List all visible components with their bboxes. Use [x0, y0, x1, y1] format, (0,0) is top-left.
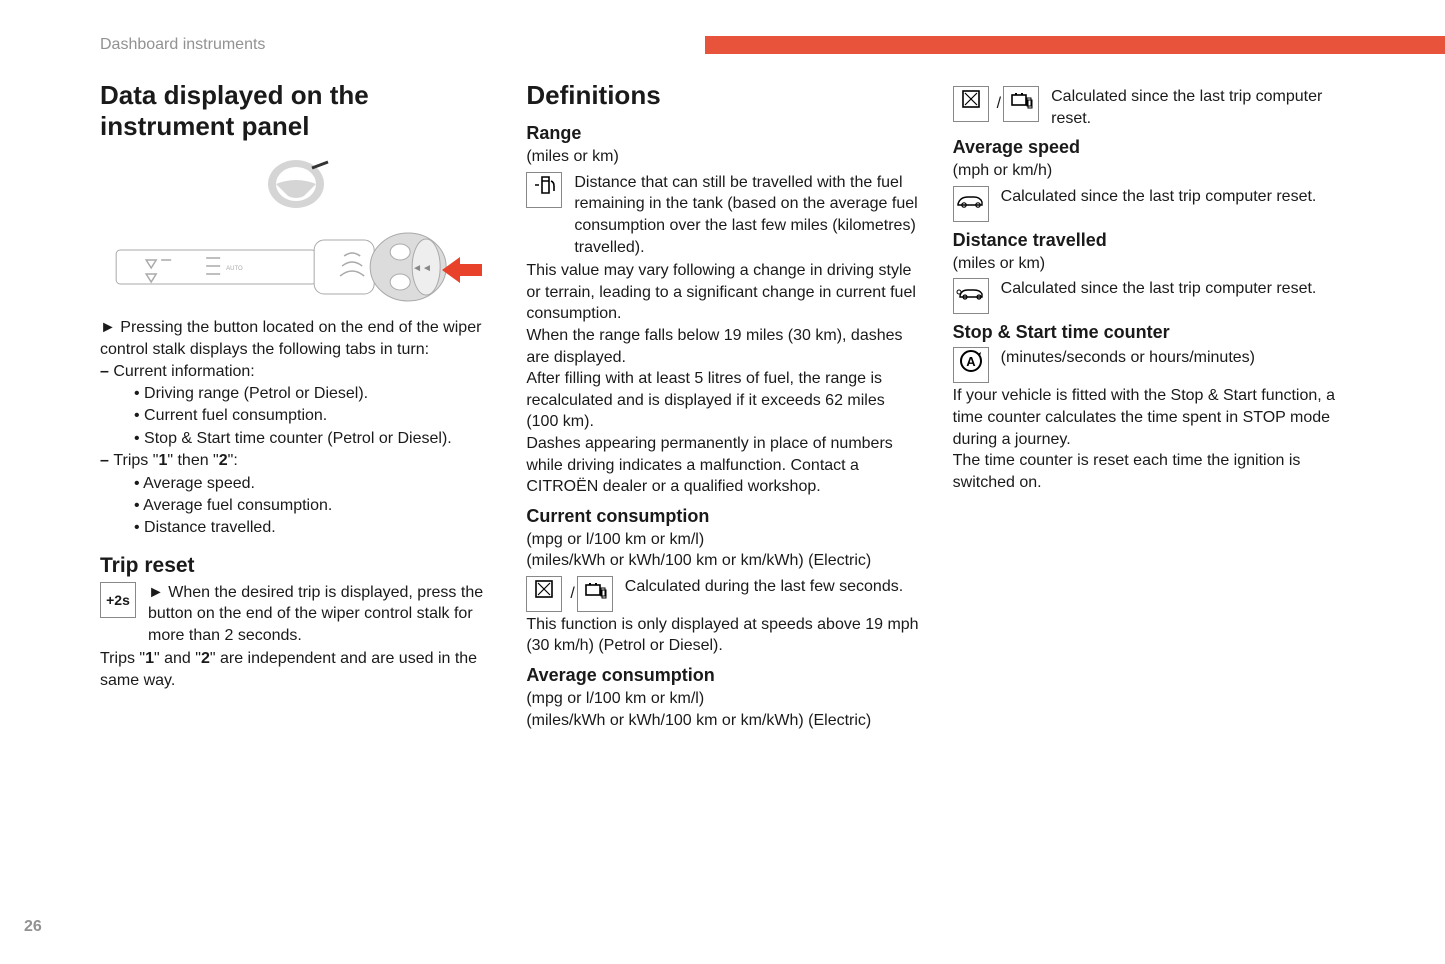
car-odometer-icon: [953, 278, 989, 314]
tabs-list: Current information: Driving range (Petr…: [100, 361, 492, 540]
t: 1: [145, 650, 154, 667]
steering-wheel-illustration: [256, 154, 336, 214]
heading-avg-consumption: Average consumption: [526, 665, 918, 686]
dist-desc: Calculated since the last trip computer …: [1001, 278, 1345, 300]
trip-reset-independent: Trips "1" and "2" are independent and ar…: [100, 648, 492, 691]
timer-icon: +2s: [100, 582, 136, 618]
heading-definitions: Definitions: [526, 80, 918, 111]
cc-units2: (miles/kWh or kWh/100 km or km/kWh) (Ele…: [526, 550, 918, 572]
ac-units1: (mpg or l/100 km or km/l): [526, 688, 918, 710]
ss-icon-row: A (minutes/seconds or hours/minutes): [953, 347, 1345, 383]
t: 2: [201, 650, 210, 667]
column-3: / Calculated since the last trip compute…: [953, 80, 1345, 731]
section-header: Dashboard instruments: [100, 36, 265, 54]
list-item: Distance travelled.: [150, 517, 492, 539]
heading-stop-start: Stop & Start time counter: [953, 322, 1345, 343]
dist-units: (miles or km): [953, 253, 1345, 275]
ss-units: (minutes/seconds or hours/minutes): [1001, 347, 1345, 369]
as-units: (mph or km/h): [953, 160, 1345, 182]
trips-label-pre: Trips ": [113, 452, 158, 469]
t: " and ": [154, 650, 201, 667]
ss-p1: If your vehicle is fitted with the Stop …: [953, 385, 1345, 450]
heading-avg-speed: Average speed: [953, 137, 1345, 158]
range-p4: Dashes appearing permanently in place of…: [526, 433, 918, 498]
accent-bar: [705, 36, 1445, 54]
list-item: Stop & Start time counter (Petrol or Die…: [150, 428, 492, 450]
trips-1: 1: [158, 452, 167, 469]
list-item: Average speed.: [150, 473, 492, 495]
heading-trip-reset: Trip reset: [100, 554, 492, 578]
wiper-stalk-illustration: AUTO ◄◄: [100, 222, 492, 317]
ac-units2: (miles/kWh or kWh/100 km or km/kWh) (Ele…: [526, 710, 918, 732]
trip-reset-text: ► When the desired trip is displayed, pr…: [148, 582, 492, 647]
svg-text:A: A: [966, 354, 976, 369]
fuel-gauge-icon: [953, 86, 989, 122]
cc-units1: (mpg or l/100 km or km/l): [526, 529, 918, 551]
as-icon-row: Calculated since the last trip computer …: [953, 186, 1345, 222]
column-1: Data displayed on the instrument panel A…: [100, 80, 492, 731]
ss-p2: The time counter is reset each time the …: [953, 450, 1345, 493]
column-2: Definitions Range (miles or km) Distance…: [526, 80, 918, 731]
range-desc: Distance that can still be travelled wit…: [574, 172, 918, 258]
range-icon-row: Distance that can still be travelled wit…: [526, 172, 918, 258]
car-icon: [953, 186, 989, 222]
range-p1: This value may vary following a change i…: [526, 260, 918, 325]
svg-text:◄◄: ◄◄: [412, 263, 432, 274]
dist-icon-row: Calculated since the last trip computer …: [953, 278, 1345, 314]
cc-desc: Calculated during the last few seconds.: [625, 576, 919, 598]
as-desc: Calculated since the last trip computer …: [1001, 186, 1345, 208]
range-p2: When the range falls below 19 miles (30 …: [526, 325, 918, 368]
content-columns: Data displayed on the instrument panel A…: [100, 80, 1345, 731]
heading-range: Range: [526, 123, 918, 144]
page-number: 26: [24, 918, 42, 936]
trips-label-post: ":: [228, 452, 238, 469]
stop-start-icon: A: [953, 347, 989, 383]
red-arrow-icon: [442, 257, 482, 283]
heading-distance: Distance travelled: [953, 230, 1345, 251]
trips-2: 2: [219, 452, 228, 469]
battery-icon: [1003, 86, 1039, 122]
list-item: Current fuel consumption.: [150, 405, 492, 427]
slash: /: [997, 95, 1001, 113]
current-info-label: Current information:: [113, 363, 254, 380]
ac-icon-row: / Calculated since the last trip compute…: [953, 86, 1345, 129]
battery-icon: [577, 576, 613, 612]
ac-desc: Calculated since the last trip computer …: [1051, 86, 1345, 129]
t: Trips ": [100, 650, 145, 667]
current-info-group: Current information: Driving range (Petr…: [100, 361, 492, 451]
intro-text: ► Pressing the button located on the end…: [100, 317, 492, 360]
trips-items: Average speed. Average fuel consumption.…: [116, 473, 492, 540]
slash: /: [570, 585, 574, 603]
trips-label-mid: " then ": [167, 452, 218, 469]
cc-icon-row: / Calculated during the last few seconds…: [526, 576, 918, 612]
fuel-gauge-icon: [526, 576, 562, 612]
list-item: Average fuel consumption.: [150, 495, 492, 517]
range-p3: After filling with at least 5 litres of …: [526, 368, 918, 433]
heading-data-displayed: Data displayed on the instrument panel: [100, 80, 492, 142]
current-info-items: Driving range (Petrol or Diesel). Curren…: [116, 383, 492, 450]
range-units: (miles or km): [526, 146, 918, 168]
heading-current-consumption: Current consumption: [526, 506, 918, 527]
trips-group: Trips "1" then "2": Average speed. Avera…: [100, 450, 492, 540]
svg-text:AUTO: AUTO: [226, 266, 243, 272]
list-item: Driving range (Petrol or Diesel).: [150, 383, 492, 405]
cc-p1: This function is only displayed at speed…: [526, 614, 918, 657]
fuel-pump-icon: [526, 172, 562, 208]
trip-reset-row: +2s ► When the desired trip is displayed…: [100, 582, 492, 647]
